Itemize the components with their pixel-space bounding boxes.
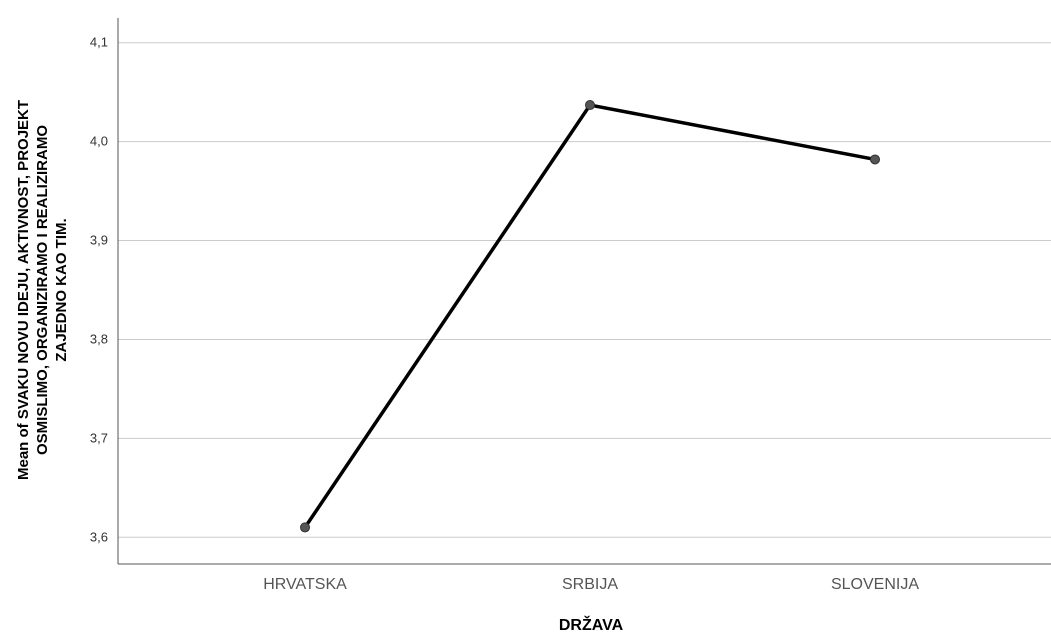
axes <box>118 18 1051 564</box>
data-point <box>586 101 595 110</box>
data-point <box>871 155 880 164</box>
data-point <box>301 523 310 532</box>
y-tick-label: 3,6 <box>90 529 108 544</box>
y-tick-label: 3,7 <box>90 430 108 445</box>
series-line <box>305 105 875 527</box>
y-tick-label: 4,0 <box>90 134 108 149</box>
y-axis-title-line: OSMISLIMO, ORGANIZIRAMO I REALIZIRAMO <box>34 125 51 455</box>
x-tick-labels: HRVATSKA SRBIJA SLOVENIJA <box>263 576 919 593</box>
x-axis-title: DRŽAVA <box>559 615 624 634</box>
y-axis-title-line: Mean of SVAKU NOVU IDEJU, AKTIVNOST, PRO… <box>15 100 32 480</box>
y-tick-label: 3,8 <box>90 331 108 346</box>
y-axis-title: Mean of SVAKU NOVU IDEJU, AKTIVNOST, PRO… <box>15 100 70 480</box>
x-tick-label: HRVATSKA <box>263 576 347 593</box>
y-tick-label: 3,9 <box>90 233 108 248</box>
series <box>301 101 880 532</box>
y-tick-label: 4,1 <box>90 35 108 50</box>
y-axis-title-line: ZAJEDNO KAO TIM. <box>53 218 70 361</box>
x-tick-label: SLOVENIJA <box>831 576 919 593</box>
y-tick-labels: 3,6 3,7 3,8 3,9 4,0 4,1 <box>90 35 108 545</box>
x-tick-label: SRBIJA <box>562 576 618 593</box>
gridlines <box>118 43 1051 538</box>
